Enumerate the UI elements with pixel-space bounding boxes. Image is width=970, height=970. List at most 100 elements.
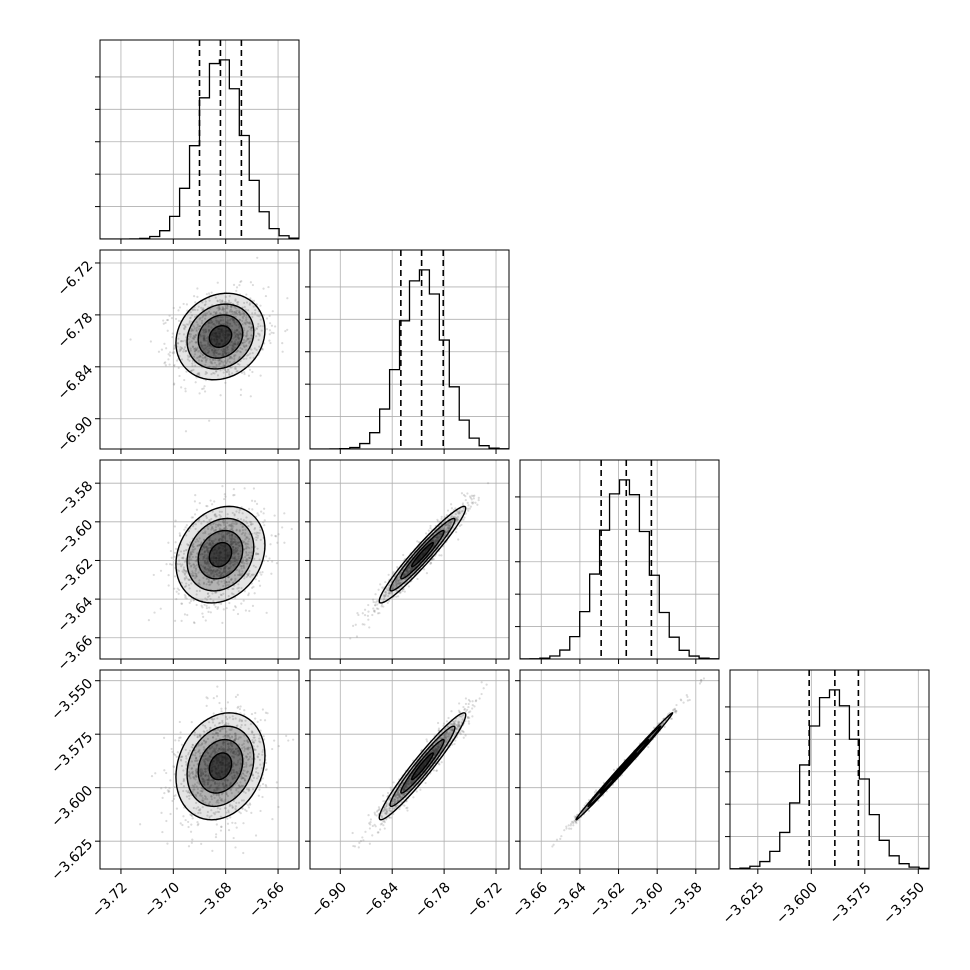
sample-point: [243, 541, 246, 544]
sample-point: [238, 719, 241, 723]
sample-point: [245, 765, 248, 768]
sample-point: [218, 513, 221, 517]
sample-point: [270, 331, 273, 334]
sample-point: [226, 334, 229, 337]
sample-point: [444, 523, 448, 526]
sample-point: [204, 344, 207, 347]
sample-point: [258, 584, 262, 587]
sample-point: [449, 522, 452, 525]
sample-point: [245, 318, 248, 321]
sample-point: [182, 785, 186, 788]
sample-point: [195, 603, 198, 607]
sample-point: [226, 779, 230, 782]
sample-point: [190, 369, 193, 372]
sample-point: [226, 554, 229, 557]
sample-point: [207, 778, 210, 782]
sample-point: [238, 751, 241, 754]
sample-point: [204, 346, 207, 349]
sample-point: [190, 767, 193, 770]
sample-point: [210, 809, 213, 812]
sample-point: [206, 759, 209, 762]
sample-point: [233, 776, 236, 779]
sample-point: [234, 546, 237, 550]
sample-point: [214, 570, 217, 574]
sample-point: [204, 339, 208, 342]
sample-point: [223, 785, 226, 788]
sample-point: [450, 503, 453, 506]
sample-point: [182, 568, 185, 571]
sample-point: [162, 736, 166, 739]
sample-point: [232, 331, 236, 334]
sample-point: [171, 799, 174, 803]
sample-point: [226, 345, 230, 348]
sample-point: [228, 581, 231, 584]
sample-point: [261, 753, 264, 756]
sample-point: [200, 522, 203, 525]
sample-point: [218, 551, 221, 554]
sample-point: [230, 305, 233, 308]
sample-point: [469, 496, 472, 499]
sample-point: [231, 372, 234, 375]
sample-point: [243, 371, 246, 374]
sample-point: [444, 734, 448, 737]
sample-point: [204, 330, 208, 333]
sample-point: [177, 337, 180, 340]
sample-point: [178, 563, 182, 566]
sample-point: [249, 297, 252, 300]
sample-point: [173, 785, 176, 788]
contour-line-3: [378, 505, 467, 604]
sample-point: [230, 324, 234, 328]
sample-point: [193, 776, 196, 779]
sample-point: [217, 580, 220, 583]
sample-point: [205, 583, 208, 586]
sample-point: [204, 303, 207, 306]
sample-point: [417, 557, 420, 560]
sample-point: [224, 580, 228, 584]
sample-point: [206, 814, 209, 817]
sample-point: [236, 313, 239, 316]
sample-point: [252, 776, 255, 779]
sample-point: [184, 326, 187, 329]
sample-point: [179, 758, 183, 761]
sample-point: [226, 736, 229, 739]
sample-point: [238, 511, 241, 514]
sample-point: [225, 565, 228, 568]
sample-point: [206, 555, 209, 558]
sample-point: [208, 518, 211, 522]
sample-point: [222, 534, 225, 537]
sample-point: [226, 764, 229, 767]
sample-point: [417, 557, 420, 560]
sample-point: [191, 555, 194, 559]
sample-point: [247, 540, 250, 543]
sample-point: [233, 753, 236, 756]
sample-point: [220, 551, 223, 554]
sample-point: [213, 765, 217, 768]
sample-point: [194, 560, 197, 563]
sample-point: [251, 788, 255, 791]
sample-point: [237, 335, 240, 338]
sample-point: [446, 526, 449, 530]
sample-point: [234, 733, 237, 736]
ticks-2-2: [515, 496, 697, 664]
sample-point: [227, 734, 230, 737]
sample-point: [405, 568, 408, 572]
sample-point: [214, 811, 217, 814]
sample-point: [152, 573, 155, 577]
sample-point: [224, 756, 227, 759]
sample-point: [397, 579, 400, 582]
sample-point: [212, 366, 216, 369]
sample-point: [455, 518, 459, 521]
sample-point: [202, 746, 205, 749]
sample-point: [228, 580, 231, 583]
sample-point: [167, 353, 170, 356]
sample-point: [195, 801, 198, 805]
sample-point: [232, 537, 235, 540]
sample-point: [429, 540, 433, 543]
sample-point: [189, 553, 192, 556]
sample-point: [257, 553, 260, 556]
sample-point: [228, 784, 231, 787]
sample-point: [193, 336, 197, 339]
sample-point: [411, 568, 414, 571]
sample-point: [242, 742, 245, 745]
sample-point: [194, 341, 197, 344]
